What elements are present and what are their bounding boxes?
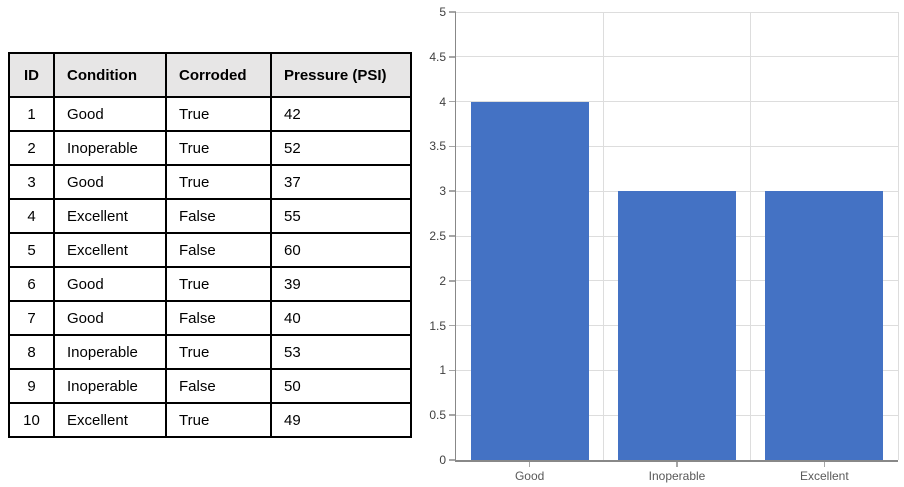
- table-cell: True: [165, 334, 272, 370]
- y-tick: [449, 145, 456, 148]
- table-cell: 8: [8, 334, 55, 370]
- table-cell: False: [165, 232, 272, 268]
- table-cell: True: [165, 164, 272, 200]
- table-cell: 9: [8, 368, 55, 404]
- y-tick-label: 0.5: [429, 408, 446, 423]
- table-cell: Inoperable: [53, 334, 167, 370]
- y-tick: [449, 235, 456, 237]
- table-row: 4 Excellent False 55: [8, 198, 412, 234]
- table-cell: Good: [53, 96, 167, 132]
- y-axis: [454, 12, 456, 462]
- table-cell: Excellent: [53, 198, 167, 234]
- table-cell: True: [165, 402, 272, 438]
- table-cell: 7: [8, 300, 55, 336]
- table-cell: 1: [8, 96, 55, 132]
- y-tick-label: 1: [439, 363, 446, 378]
- y-tick: [449, 56, 456, 58]
- table-cell: Good: [53, 164, 167, 200]
- table-cell: Good: [53, 300, 167, 336]
- x-axis: [454, 460, 898, 462]
- table-cell: 39: [270, 266, 412, 302]
- table-row: 2 Inoperable True 52: [8, 130, 412, 166]
- table-cell: True: [165, 266, 272, 302]
- bar-good: [470, 101, 589, 460]
- y-tick-label: 0: [439, 453, 446, 467]
- table-row: 8 Inoperable True 53: [8, 334, 412, 370]
- column-header-condition: Condition: [53, 52, 167, 98]
- x-tick: [528, 461, 531, 467]
- table-cell: 37: [270, 164, 412, 200]
- table-cell: False: [165, 368, 272, 404]
- table-cell: True: [165, 130, 272, 166]
- column-header-pressure: Pressure (PSI): [270, 52, 412, 98]
- y-tick: [449, 100, 456, 103]
- table-cell: Good: [53, 266, 167, 302]
- column-header-id: ID: [8, 52, 55, 98]
- y-tick: [449, 190, 456, 192]
- y-tick: [449, 459, 456, 461]
- y-tick-label: 4: [439, 94, 446, 109]
- table-row: 5 Excellent False 60: [8, 232, 412, 268]
- bar-inoperable: [618, 191, 736, 460]
- y-tick-label: 2.5: [429, 229, 446, 243]
- y-tick-label: 2: [439, 273, 446, 288]
- table-cell: 52: [270, 130, 412, 166]
- table-cell: Excellent: [53, 232, 167, 268]
- table-header-row: ID Condition Corroded Pressure (PSI): [8, 52, 412, 98]
- table-row: 6 Good True 39: [8, 266, 412, 302]
- pipe-data-table: ID Condition Corroded Pressure (PSI) 1 Go…: [8, 52, 412, 438]
- table-cell: 50: [270, 368, 412, 404]
- table-cell: 60: [270, 232, 412, 268]
- table-cell: Excellent: [53, 402, 167, 438]
- table-row: 1 Good True 42: [8, 96, 412, 132]
- table-row: 10 Excellent True 49: [8, 402, 412, 438]
- x-category-label: Good: [514, 469, 545, 483]
- table-cell: 6: [8, 266, 55, 302]
- table-cell: False: [165, 300, 272, 336]
- column-header-corroded: Corroded: [165, 52, 272, 98]
- y-tick: [449, 280, 456, 282]
- table-row: 9 Inoperable False 50: [8, 368, 412, 404]
- table-row: 3 Good True 37: [8, 164, 412, 200]
- table-cell: 3: [8, 164, 55, 200]
- y-tick-label: 3: [439, 184, 446, 199]
- x-gridline: [897, 12, 899, 460]
- x-category-label: Excellent: [799, 469, 849, 483]
- x-category-label: Inoperable: [648, 469, 706, 483]
- y-tick-label: 3.5: [429, 139, 446, 154]
- table-cell: 4: [8, 198, 55, 234]
- y-gridline: [456, 11, 898, 13]
- y-gridline: [456, 101, 898, 103]
- x-gridline: [602, 12, 604, 460]
- x-gridline: [750, 12, 752, 460]
- x-tick: [823, 461, 826, 467]
- table-cell: 5: [8, 232, 55, 268]
- y-tick: [449, 369, 456, 372]
- y-tick: [449, 324, 456, 327]
- table-cell: Inoperable: [53, 130, 167, 166]
- table-cell: 42: [270, 96, 412, 132]
- table-cell: 40: [270, 300, 412, 336]
- table-cell: 49: [270, 402, 412, 438]
- table-cell: Inoperable: [53, 368, 167, 404]
- y-tick-label: 4.5: [429, 49, 446, 64]
- y-gridline: [456, 145, 898, 147]
- y-tick: [449, 414, 456, 416]
- y-tick-label: 5: [439, 5, 446, 19]
- table-cell: True: [165, 96, 272, 132]
- table-cell: 10: [8, 402, 55, 438]
- table-row: 7 Good False 40: [8, 300, 412, 336]
- table-cell: 2: [8, 130, 55, 166]
- table-cell: 55: [270, 198, 412, 234]
- y-gridline: [456, 56, 898, 58]
- table-cell: 53: [270, 334, 412, 370]
- table-cell: False: [165, 198, 272, 234]
- x-tick: [676, 461, 678, 467]
- bar-excellent: [765, 191, 884, 460]
- y-tick-label: 1.5: [429, 318, 446, 333]
- y-tick: [449, 11, 456, 13]
